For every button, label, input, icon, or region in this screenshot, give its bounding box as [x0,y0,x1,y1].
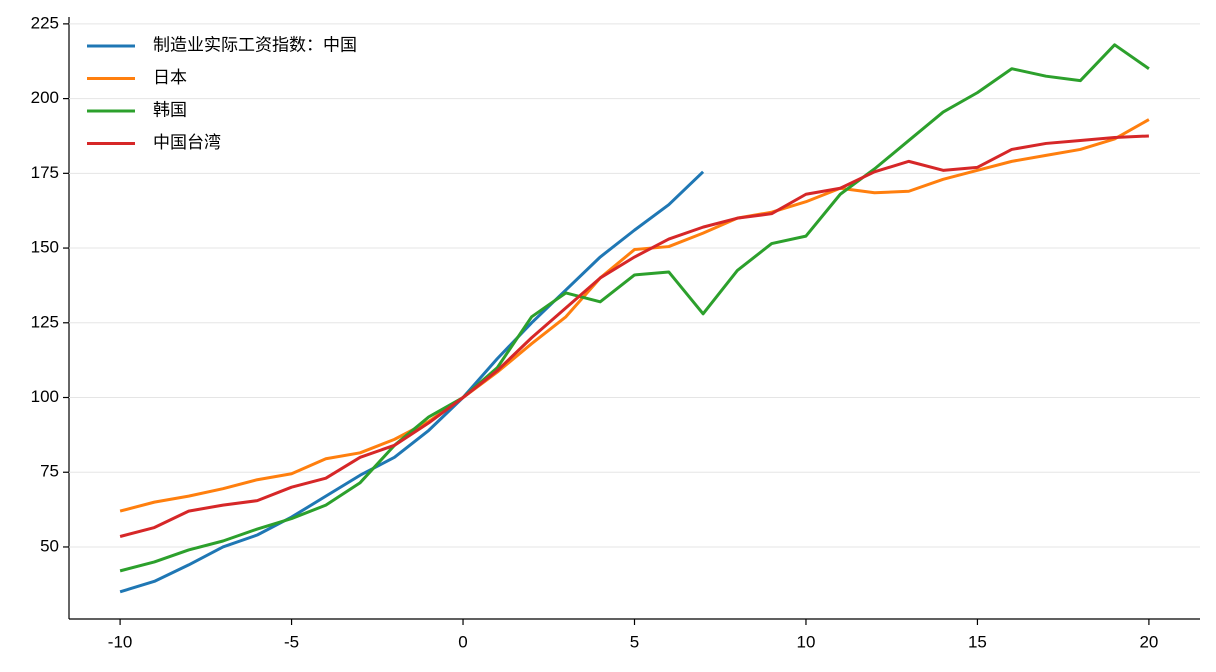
x-tick-label: 0 [458,632,467,651]
line [119,43,1150,573]
x-tick-label: 5 [630,632,639,651]
legend-label: 日本 [153,68,187,87]
line [119,134,1149,538]
x-tick-label: 10 [797,632,816,651]
legend-label: 韩国 [153,100,187,119]
legend-label: 制造业实际工资指数：中国 [153,35,357,54]
x-tick-label: -5 [284,632,299,651]
y-tick-label: 200 [31,88,59,107]
x-tick-label: 15 [968,632,987,651]
y-tick-label: 50 [40,536,59,555]
y-tick-label: 100 [31,387,59,406]
x-tick-label: 20 [1139,632,1158,651]
line [119,118,1150,513]
y-tick-label: 175 [31,163,59,182]
x-tick-label: -10 [108,632,133,651]
y-tick-label: 225 [31,13,59,32]
line [119,170,705,594]
y-tick-label: 150 [31,238,59,257]
y-tick-label: 75 [40,462,59,481]
legend-label: 中国台湾 [153,133,221,152]
y-tick-label: 125 [31,312,59,331]
